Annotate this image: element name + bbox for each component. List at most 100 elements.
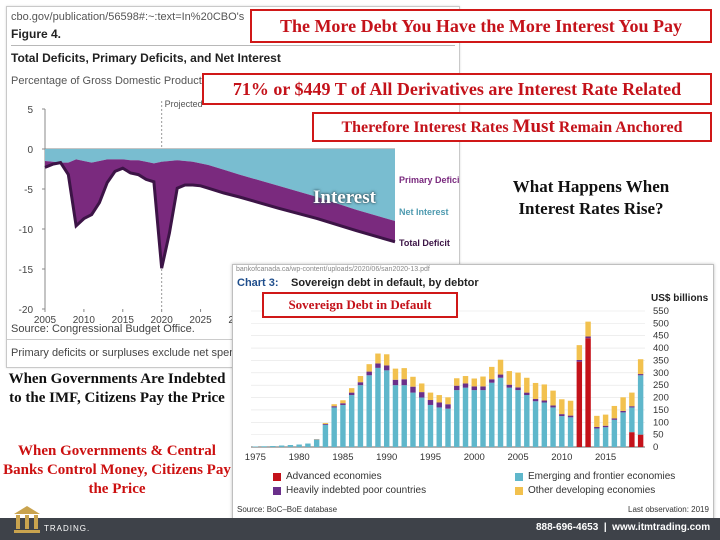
bis-bar-segment [410,376,416,387]
bis-bar-segment [348,392,355,396]
cbo-note: Primary deficits or surpluses exclude ne… [11,347,242,359]
bis-bar-segment [637,374,644,376]
cbo-divider [11,45,455,46]
bis-bar-segment [611,419,618,447]
itm-logo-text: ITM [44,502,85,523]
sovereign-default-label: Sovereign Debt in Default [262,292,458,318]
bis-y-tick-label: 550 [653,306,669,317]
bis-bar-segment [620,412,626,447]
bis-bar-segment [602,425,609,428]
bis-bar-segment [489,379,495,383]
bis-bar-segment [383,365,390,371]
cbo-x-tick-label: 2025 [189,315,212,326]
bis-bar-segment [261,446,267,447]
bis-bar-segment [594,415,600,427]
bis-bar-segment [366,364,372,372]
bis-bar-segment [340,400,346,404]
bis-bar-segment [567,415,574,418]
bis-bar-segment [270,446,276,447]
bis-bar-segment [366,371,372,376]
bis-bar-segment [454,378,460,386]
bis-bar-segment [427,392,434,401]
bis-bar-segment [497,377,504,447]
bis-bar-segment [506,387,513,447]
cbo-label-net-interest: Net Interest [399,207,449,217]
legend-advanced-swatch [273,472,281,481]
bis-x-tick-label: 2005 [507,452,528,463]
bis-bar-segment [576,359,583,362]
anchored-text-must: Must [512,116,555,137]
bis-y-tick-label: 50 [653,430,664,441]
bis-bar-segment [340,404,346,447]
bis-url: bankofcanada.ca/wp-content/uploads/2020/… [236,266,430,273]
headline-rates-anchored: Therefore Interest Rates Must Remain Anc… [312,112,712,142]
bis-bar-segment [611,405,618,419]
bis-bar-segment [436,395,442,403]
bis-bar-segment [506,384,513,388]
legend-other-label: Other developing economies [528,485,656,496]
bis-bar-segment [524,395,530,447]
bis-bar-segment [322,423,329,425]
bis-bar-segment [550,407,556,447]
legend-hipc: Heavily indebted poor countries [273,485,426,496]
bis-bar-segment [629,432,635,447]
bis-bar-segment [462,376,469,384]
bis-y-tick-label: 500 [653,318,669,329]
legend-emerging-swatch [515,472,523,481]
itm-logo-subtext: TRADING. [44,524,91,533]
bis-bar-segment [489,366,495,380]
cbo-figure-number: Figure 4. [11,27,62,41]
bis-bar-segment [357,382,364,386]
cbo-primary-deficit-area [45,159,395,269]
bis-bar-segment [419,392,425,398]
question-line-2: Interest Rates Rise? [518,199,664,218]
bis-bar-segment [585,336,591,339]
bis-bar-segment [532,399,539,402]
bis-bar-segment [392,385,399,447]
bis-bar-segment [515,387,521,391]
cbo-url: cbo.gov/publication/56598#:~:text=In%20C… [11,11,245,23]
bis-bar-segment [559,414,565,417]
bis-bar-segment [611,418,618,420]
bis-bar-segment [629,392,635,407]
bis-bar-segment [375,363,381,368]
bis-bar-segment [383,354,390,366]
bis-bar-segment [445,397,451,405]
bis-bar-segment [480,376,486,387]
legend-emerging-label: Emerging and frontier economies [528,471,676,482]
bis-bar-segment [576,345,583,360]
legend-hipc-swatch [273,486,281,495]
bis-bar-segment [629,406,635,408]
bis-bar-segment [550,390,556,406]
bis-bar-segment [436,407,442,447]
bis-bar-segment [637,359,644,375]
bis-bar-segment [419,383,425,393]
bis-bar-segment [331,406,337,408]
legend-other: Other developing economies [515,485,655,496]
bis-bar-segment [532,401,539,447]
bis-y-tick-label: 400 [653,343,669,354]
cbo-y-unit: Percentage of Gross Domestic Product [11,75,202,87]
cbo-total-deficit-line [44,160,396,269]
bis-bar-segment [462,387,469,447]
bis-x-tick-label: 2015 [595,452,616,463]
cbo-y-tick-label: -10 [19,225,34,236]
legend-advanced: Advanced economies [273,471,382,482]
bis-bar-segment [348,388,355,393]
bis-y-tick-label: 350 [653,355,669,366]
cbo-label-total-deficit: Total Deficit [399,238,450,248]
bis-bar-segment [331,404,337,407]
bis-bar-segment [541,384,548,401]
bis-bar-segment [471,386,477,391]
bis-bar-segment [550,405,556,408]
bis-bar-segment [515,390,521,447]
bis-bar-segment [445,408,451,447]
bis-bar-segment [445,404,451,409]
bis-x-tick-label: 1990 [376,452,397,463]
bis-bar-segment [629,407,635,433]
bis-bar-segment [278,445,285,447]
bis-bar-segment [480,390,486,447]
bis-bar-segment [454,385,460,391]
contact-info: 888-696-4653 | www.itmtrading.com [536,522,711,533]
bis-bar-segment [375,353,381,364]
